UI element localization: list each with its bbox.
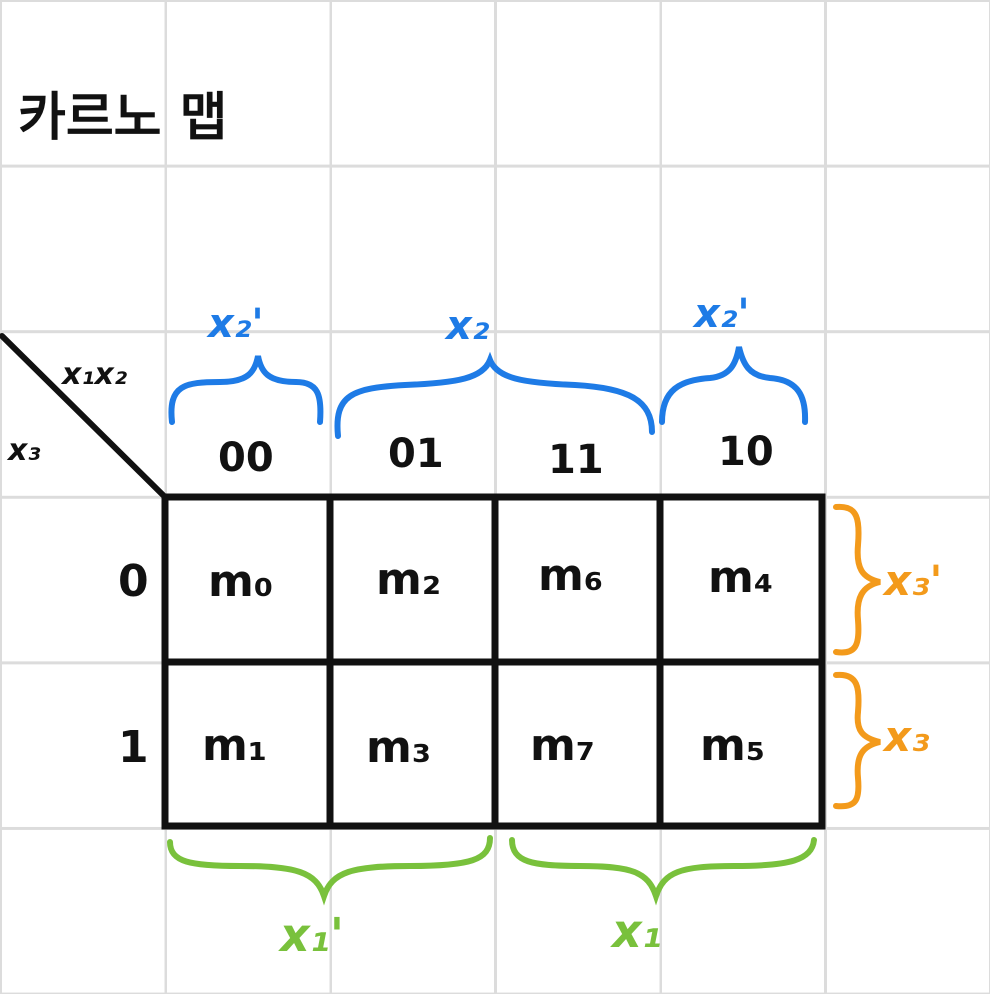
cell-m6: m₆ <box>538 550 604 601</box>
cell-m7: m₇ <box>530 720 596 771</box>
cell-m0: m₀ <box>208 556 274 607</box>
bottom-group-label-x1prime: x₁' <box>280 908 344 962</box>
brace-right-x3 <box>833 671 881 810</box>
header-diagonal <box>0 333 168 500</box>
right-group-label-x3: x₃ <box>884 712 930 761</box>
cell-m4: m₄ <box>708 552 774 603</box>
brace-top-x2 <box>334 351 655 439</box>
column-code-00: 00 <box>218 435 274 481</box>
cell-m2: m₂ <box>376 554 442 605</box>
cell-m3: m₃ <box>366 722 432 773</box>
top-group-label-x2prime-right: x₂' <box>694 291 750 337</box>
brace-right-x3prime <box>833 503 881 656</box>
column-code-01: 01 <box>388 431 444 477</box>
brace-top-x2prime-right <box>659 346 809 425</box>
row-variable-label: x₃ <box>8 433 41 468</box>
cell-m5: m₅ <box>700 720 766 771</box>
row-code-1: 1 <box>118 722 149 773</box>
row-code-0: 0 <box>118 556 149 607</box>
bottom-group-label-x1: x₁ <box>612 904 662 958</box>
cell-m1: m₁ <box>202 720 268 771</box>
column-variables-label: x₁x₂ <box>62 357 127 392</box>
right-group-label-x3prime: x₃' <box>884 556 943 605</box>
column-code-10: 10 <box>718 429 774 475</box>
brace-bottom-x1prime <box>167 835 493 906</box>
page-title: 카르노 맵 <box>18 88 228 148</box>
top-group-label-x2prime-left: x₂' <box>208 301 264 347</box>
brace-bottom-x1 <box>509 837 817 906</box>
column-code-11: 11 <box>548 437 604 483</box>
brace-top-x2prime-left <box>168 355 324 425</box>
top-group-label-x2: x₂ <box>446 303 490 349</box>
